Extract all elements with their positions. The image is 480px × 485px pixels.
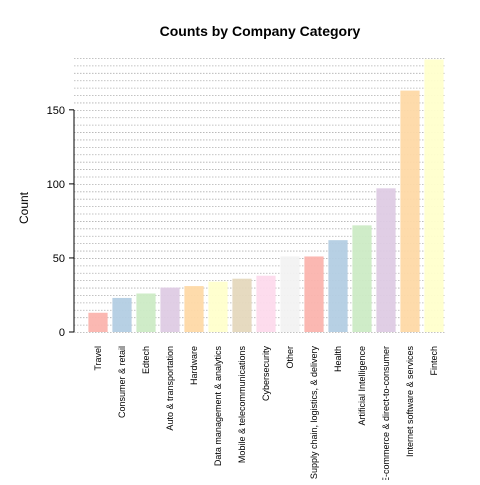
category-label: Supply chain, logistics, & delivery (309, 346, 319, 480)
category-label: Health (333, 346, 343, 372)
category-label: Edtech (141, 346, 151, 374)
bar (112, 297, 132, 332)
category-label: Travel (93, 346, 103, 371)
y-axis-label: Count (17, 191, 31, 224)
bar (256, 275, 276, 332)
y-tick-label: 150 (47, 105, 65, 117)
category-label: Auto & transportation (165, 346, 175, 431)
category-label: Data management & analytics (213, 346, 223, 467)
bar (400, 90, 420, 332)
y-tick-label: 100 (47, 179, 65, 191)
category-label: Other (285, 346, 295, 369)
category-label: Hardware (189, 346, 199, 385)
category-label: E-commerce & direct-to-consumer (381, 346, 391, 480)
bar (136, 293, 156, 332)
bar (424, 59, 444, 332)
y-axis: 0 50 100 150 (47, 105, 75, 339)
category-label: Fintech (429, 346, 439, 376)
y-tick-label: 50 (53, 253, 65, 265)
bar (88, 312, 108, 332)
bar (328, 240, 348, 332)
bar (208, 281, 228, 332)
bar (352, 225, 372, 332)
bars (88, 59, 444, 332)
category-label: Artificial Intelligence (357, 346, 367, 426)
y-tick-label: 0 (59, 327, 65, 339)
bar (304, 256, 324, 332)
bar (184, 286, 204, 332)
category-label: Cybersecurity (261, 346, 271, 402)
category-labels: Travel Consumer & retail Edtech Auto & tran… (93, 346, 439, 480)
bar (280, 256, 300, 332)
bar (376, 188, 396, 332)
bar (160, 287, 180, 332)
chart-title: Counts by Company Category (160, 23, 361, 39)
category-label: Consumer & retail (117, 346, 127, 418)
bar (232, 278, 252, 332)
category-label: Mobile & telecommunications (237, 346, 247, 464)
category-label: Internet software & services (405, 346, 415, 458)
